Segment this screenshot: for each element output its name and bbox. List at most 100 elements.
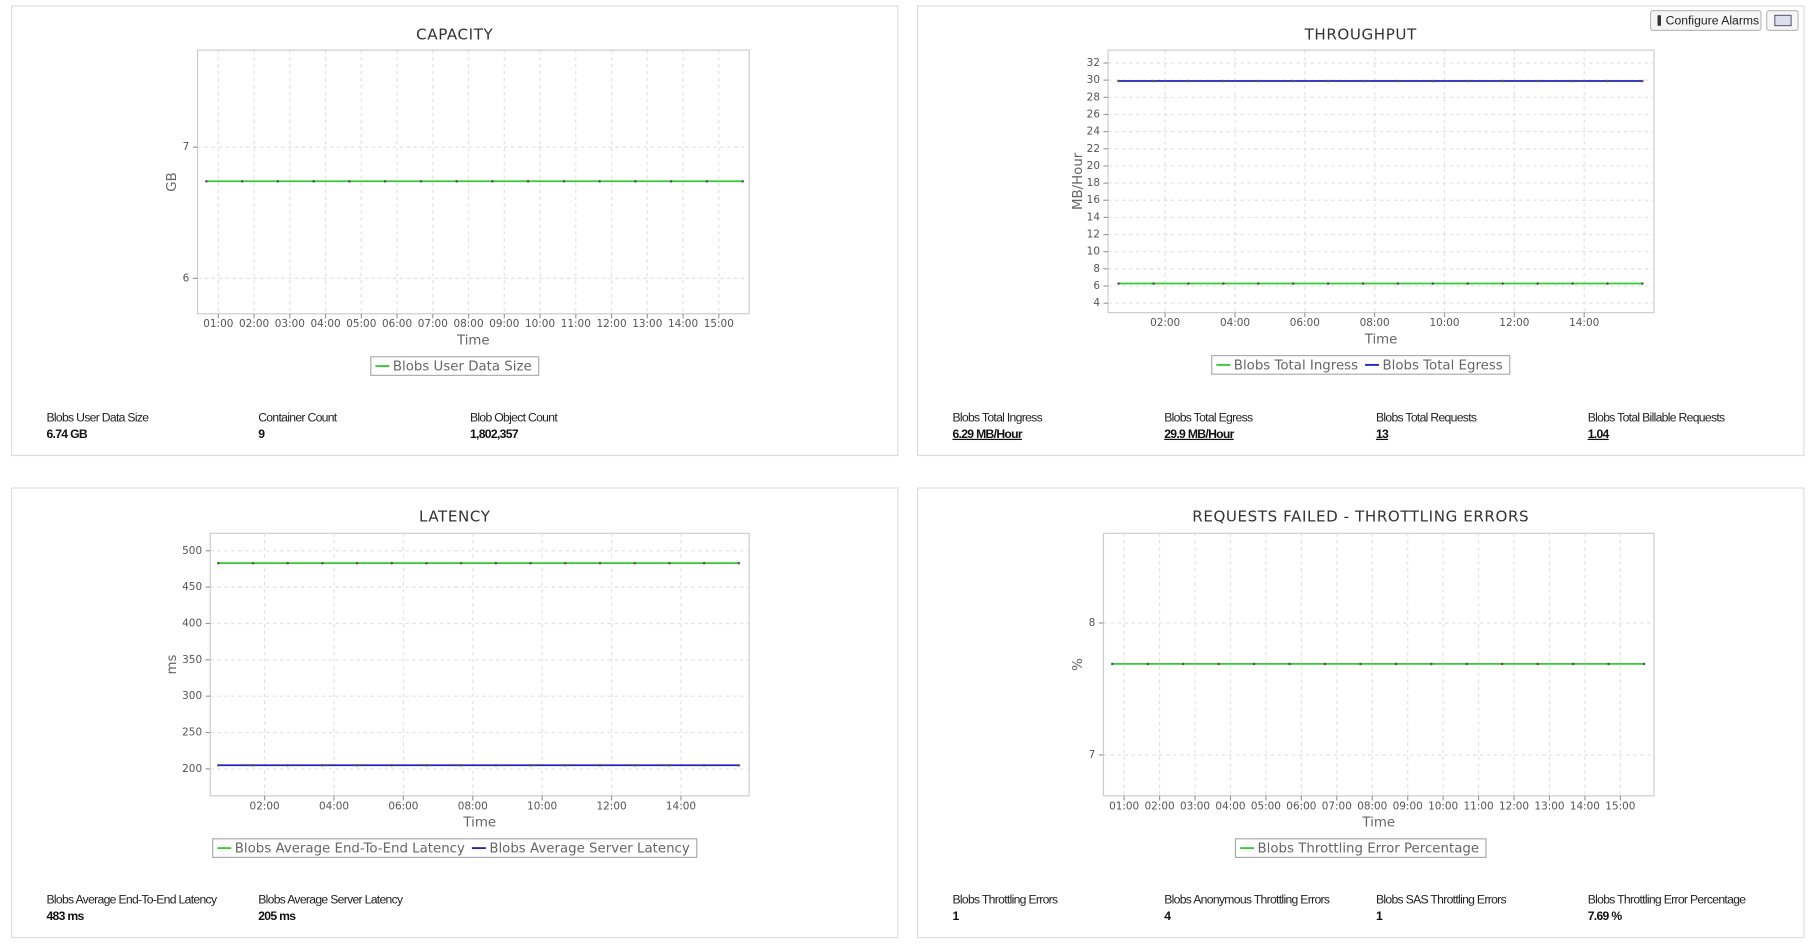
x-tick-label: 15:00 bbox=[704, 318, 734, 330]
data-point bbox=[1111, 662, 1114, 666]
x-tick-label: 09:00 bbox=[1393, 800, 1423, 812]
data-point bbox=[598, 561, 602, 565]
data-point bbox=[634, 180, 637, 183]
configure-alarms-button[interactable] bbox=[1649, 10, 1762, 31]
data-point bbox=[1117, 79, 1120, 83]
x-tick-label: 02:00 bbox=[250, 800, 280, 812]
x-tick-label: 13:00 bbox=[1534, 800, 1564, 812]
stat-label: Blobs Throttling Error Percentage bbox=[1588, 893, 1747, 907]
data-point bbox=[1642, 662, 1646, 666]
configure-alarms-label[interactable]: Configure Alarms bbox=[1666, 13, 1759, 27]
data-point bbox=[217, 764, 220, 767]
y-tick-label: 6 bbox=[1093, 280, 1100, 292]
stat-value: 9 bbox=[258, 427, 265, 441]
x-tick-label: 12:00 bbox=[597, 800, 627, 812]
x-tick-label: 01:00 bbox=[203, 318, 233, 330]
x-tick-label: 04:00 bbox=[1215, 800, 1245, 812]
data-point bbox=[425, 764, 428, 767]
data-point bbox=[633, 764, 636, 767]
y-tick-label: 28 bbox=[1087, 91, 1100, 103]
stat-value: 205 ms bbox=[258, 909, 296, 923]
stat-label: Blobs Total Egress bbox=[1164, 411, 1253, 425]
y-tick-label: 4 bbox=[1093, 297, 1100, 309]
y-tick-label: 32 bbox=[1087, 57, 1100, 69]
data-point bbox=[425, 561, 428, 565]
x-tick-label: 07:00 bbox=[1322, 800, 1352, 812]
x-axis-label: Time bbox=[456, 334, 490, 349]
data-point bbox=[737, 764, 741, 767]
stat-value[interactable]: 1.04 bbox=[1588, 427, 1611, 441]
x-tick-label: 05:00 bbox=[1251, 800, 1281, 812]
y-tick-label: 22 bbox=[1087, 143, 1100, 155]
data-point bbox=[1501, 282, 1504, 285]
x-axis-label: Time bbox=[1364, 332, 1398, 347]
x-tick-label: 08:00 bbox=[1360, 317, 1390, 329]
data-point bbox=[669, 180, 673, 183]
data-point bbox=[1187, 79, 1190, 83]
x-tick-label: 10:00 bbox=[527, 800, 557, 812]
stat-value: 483 ms bbox=[46, 909, 84, 923]
data-point bbox=[1361, 79, 1365, 83]
y-tick-label: 24 bbox=[1087, 126, 1101, 138]
data-point bbox=[564, 561, 567, 565]
data-point bbox=[1187, 282, 1190, 285]
stat-value[interactable]: 6.29 MB/Hour bbox=[952, 427, 1023, 441]
data-point bbox=[1501, 79, 1504, 83]
data-point bbox=[564, 764, 567, 767]
data-point bbox=[419, 180, 423, 183]
data-point bbox=[390, 764, 394, 767]
y-tick-label: 10 bbox=[1087, 246, 1100, 258]
data-point bbox=[217, 561, 220, 565]
data-point bbox=[321, 764, 324, 767]
legend-label: Blobs User Data Size bbox=[393, 360, 532, 375]
x-tick-label: 03:00 bbox=[275, 318, 305, 330]
stat-label: Blobs User Data Size bbox=[46, 411, 149, 425]
x-tick-label: 14:00 bbox=[1569, 317, 1599, 329]
legend-label: Blobs Average Server Latency bbox=[489, 842, 690, 857]
x-tick-label: 02:00 bbox=[1150, 317, 1180, 329]
data-point bbox=[1536, 282, 1539, 285]
y-axis-label: % bbox=[1071, 658, 1086, 671]
y-tick-label: 12 bbox=[1087, 229, 1100, 241]
data-point bbox=[251, 764, 255, 767]
y-axis-label: ms bbox=[165, 655, 180, 675]
chart-title: CAPACITY bbox=[416, 26, 493, 44]
stat-label: Container Count bbox=[258, 411, 338, 425]
data-point bbox=[1252, 662, 1256, 666]
stat-label: Blobs SAS Throttling Errors bbox=[1376, 893, 1507, 907]
data-point bbox=[1146, 662, 1150, 666]
legend-label: Blobs Total Egress bbox=[1382, 358, 1502, 373]
y-tick-label: 500 bbox=[182, 545, 202, 557]
stat-value[interactable]: 13 bbox=[1376, 427, 1390, 441]
data-point bbox=[1256, 282, 1260, 285]
x-tick-label: 06:00 bbox=[388, 800, 418, 812]
data-point bbox=[1431, 282, 1435, 285]
data-point bbox=[205, 180, 208, 183]
y-tick-label: 20 bbox=[1087, 160, 1100, 172]
x-tick-label: 10:00 bbox=[1428, 800, 1458, 812]
stat-label: Blobs Throttling Errors bbox=[952, 893, 1058, 907]
data-point bbox=[383, 180, 387, 183]
data-point bbox=[1606, 79, 1609, 83]
data-point bbox=[390, 561, 394, 565]
y-tick-label: 7 bbox=[1089, 749, 1096, 761]
data-point bbox=[702, 561, 706, 565]
data-point bbox=[1431, 79, 1435, 83]
y-tick-label: 400 bbox=[182, 617, 202, 629]
x-tick-label: 14:00 bbox=[666, 800, 696, 812]
y-tick-label: 200 bbox=[182, 763, 202, 775]
x-tick-label: 14:00 bbox=[668, 318, 698, 330]
stat-value[interactable]: 29.9 MB/Hour bbox=[1164, 427, 1235, 441]
data-point bbox=[1571, 79, 1574, 83]
stat-label: Blobs Anonymous Throttling Errors bbox=[1164, 893, 1330, 907]
legend bbox=[1234, 838, 1487, 858]
stat-label: Blob Object Count bbox=[470, 411, 558, 425]
x-tick-label: 12:00 bbox=[1499, 317, 1529, 329]
data-point bbox=[1326, 282, 1330, 285]
data-point bbox=[1571, 662, 1575, 666]
data-point bbox=[598, 764, 602, 767]
data-point bbox=[494, 561, 498, 565]
data-point bbox=[286, 764, 290, 767]
stat-value: 1,802,357 bbox=[470, 427, 519, 441]
plot-area bbox=[209, 532, 750, 797]
